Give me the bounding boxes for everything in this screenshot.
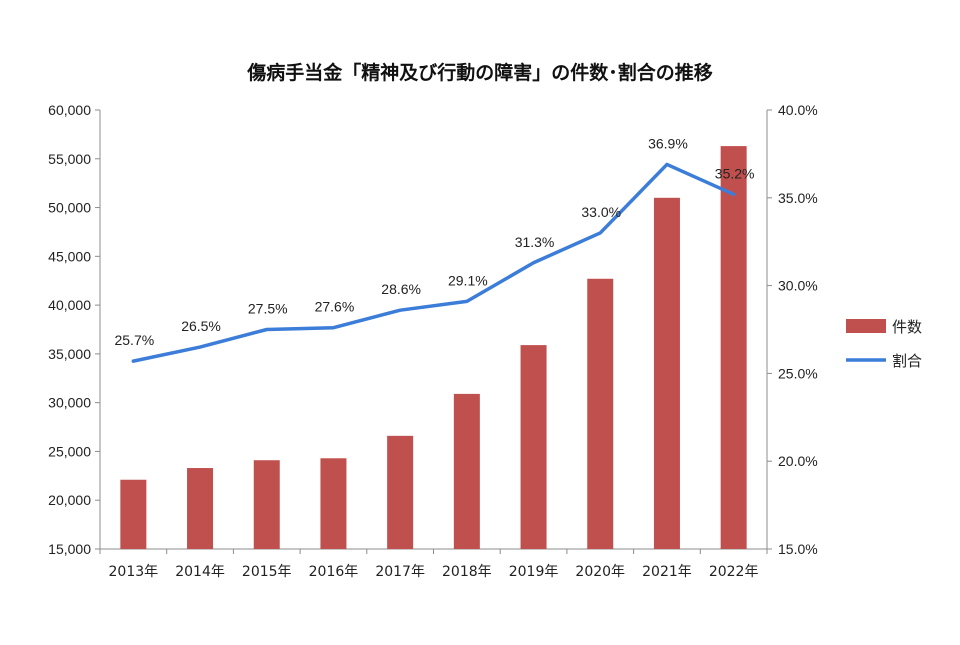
x-tick-label: 2016年 [309,564,359,580]
left-tick-label: 15,000 [48,541,91,557]
left-tick-label: 25,000 [48,443,91,459]
bar [320,458,347,549]
left-tick-label: 55,000 [48,151,91,167]
bar [120,479,147,549]
data-label: 27.5% [248,301,288,317]
left-tick-label: 60,000 [48,102,91,118]
bar [387,435,414,549]
right-tick-label: 20.0% [778,453,818,469]
legend-swatch-bar [846,319,886,333]
bar [253,460,280,549]
right-tick-label: 35.0% [778,190,818,206]
data-label: 29.1% [448,272,488,288]
legend-label: 割合 [892,352,922,370]
right-tick-label: 30.0% [778,278,818,294]
x-tick-label: 2014年 [175,564,225,580]
x-tick-label: 2022年 [709,564,759,580]
x-tick-label: 2017年 [375,564,425,580]
left-tick-label: 20,000 [48,492,91,508]
data-label: 33.0% [581,204,621,220]
right-tick-label: 40.0% [778,102,818,118]
bar [720,146,747,549]
right-tick-label: 25.0% [778,365,818,381]
x-tick-label: 2015年 [242,564,292,580]
data-label: 31.3% [515,234,555,250]
bar [587,278,614,549]
x-tick-label: 2021年 [642,564,692,580]
left-tick-label: 40,000 [48,297,91,313]
data-label: 28.6% [381,281,421,297]
data-label: 27.6% [315,299,355,315]
x-tick-label: 2018年 [442,564,492,580]
x-tick-label: 2019年 [509,564,559,580]
bar [187,468,214,549]
right-tick-label: 15.0% [778,541,818,557]
line-series [131,162,736,363]
bar [653,197,680,550]
legend-label: 件数 [892,318,922,336]
left-tick-label: 35,000 [48,346,91,362]
data-label: 35.2% [715,165,755,181]
left-tick-label: 30,000 [48,395,91,411]
bar [520,345,547,549]
left-tick-label: 45,000 [48,248,91,264]
bar [453,393,480,549]
data-label: 26.5% [181,318,221,334]
data-label: 36.9% [648,135,688,151]
left-tick-label: 50,000 [48,200,91,216]
x-tick-label: 2013年 [109,564,159,580]
chart-title: 傷病手当金「精神及び行動の障害」の件数･割合の推移 [247,62,713,84]
data-label: 25.7% [114,332,154,348]
x-tick-label: 2020年 [575,564,625,580]
